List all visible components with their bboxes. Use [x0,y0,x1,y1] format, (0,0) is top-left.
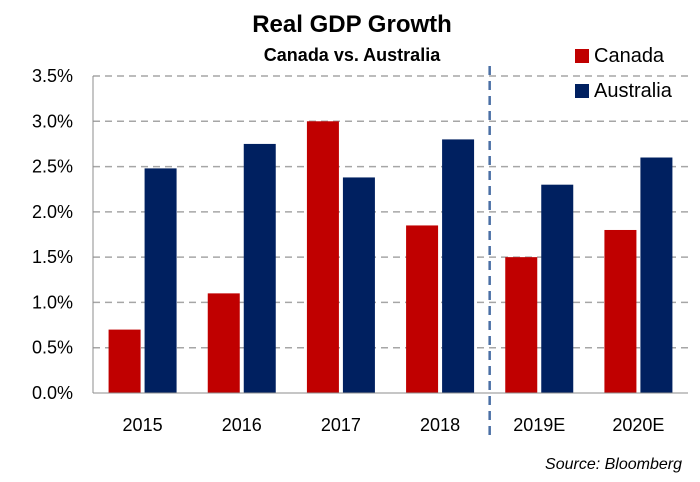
bar-australia-2017 [342,177,375,393]
bar-australia-2016 [243,143,276,393]
legend-swatch-australia [575,84,589,98]
x-tick-label: 2019E [513,415,565,435]
y-tick-label: 3.5% [32,66,73,86]
y-tick-label: 1.0% [32,292,73,312]
bar-canada-2020e [604,229,637,393]
legend-swatch-canada [575,49,589,63]
y-tick-label: 0.5% [32,338,73,358]
x-tick-label: 2015 [123,415,163,435]
chart-subtitle: Canada vs. Australia [264,45,441,65]
y-tick-label: 2.0% [32,202,73,222]
bars [108,121,673,394]
y-axis-ticks: 0.0% 0.5% 1.0% 1.5% 2.0% 2.5% 3.0% 3.5% [32,66,73,403]
y-tick-label: 2.5% [32,157,73,177]
bar-canada-2016 [207,293,240,393]
x-tick-label: 2016 [222,415,262,435]
x-tick-label: 2020E [612,415,664,435]
bar-australia-2015 [144,168,177,393]
bar-canada-2019e [505,257,538,393]
chart-title: Real GDP Growth [252,11,452,38]
y-tick-label: 0.0% [32,383,73,403]
bar-australia-2018 [442,139,475,393]
bar-canada-2015 [108,329,141,393]
y-tick-label: 3.0% [32,111,73,131]
bar-canada-2017 [306,121,339,394]
source-note: Source: Bloomberg [545,456,682,473]
legend-label-canada: Canada [594,45,665,67]
y-tick-label: 1.5% [32,247,73,267]
legend: Canada Australia [575,45,673,102]
bar-canada-2018 [406,225,439,393]
x-axis-ticks: 2015 2016 2017 2018 2019E 2020E [123,415,665,435]
x-tick-label: 2018 [420,415,460,435]
bar-australia-2020e [640,157,673,393]
legend-label-australia: Australia [594,80,673,102]
gridlines [93,75,688,349]
x-tick-label: 2017 [321,415,361,435]
bar-australia-2019e [541,184,574,393]
